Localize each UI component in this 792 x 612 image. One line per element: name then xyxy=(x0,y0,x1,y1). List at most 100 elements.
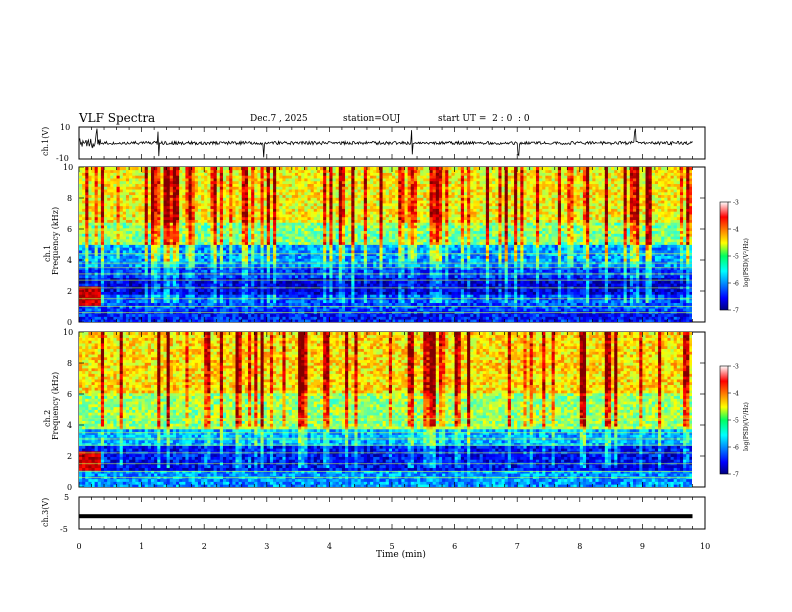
spectrogram-cell xyxy=(282,266,286,270)
spectrogram-cell xyxy=(335,183,340,187)
spectrogram-cell xyxy=(179,241,183,245)
spectrogram-cell xyxy=(125,227,130,232)
spectrogram-cell xyxy=(210,222,214,226)
spectrogram-cell xyxy=(141,205,146,209)
spectrogram-cell xyxy=(241,313,246,317)
spectrogram-cell xyxy=(169,208,174,212)
spectrogram-cell xyxy=(266,302,271,306)
spectrogram-cell xyxy=(97,277,102,281)
spectrogram-cell xyxy=(213,227,218,232)
spectrogram-cell xyxy=(135,313,139,317)
spectrogram-cell xyxy=(119,191,124,196)
spectrogram-cell xyxy=(316,200,321,204)
spectrogram-cell xyxy=(141,299,146,304)
spectrogram-cell xyxy=(313,291,318,295)
spectrogram-cell xyxy=(122,313,127,317)
spectrogram-cell xyxy=(104,261,108,265)
spectrogram-cell xyxy=(147,191,152,196)
spectrogram-cell xyxy=(310,252,315,256)
spectrogram-cell xyxy=(244,308,249,312)
spectrogram-cell xyxy=(222,227,227,232)
spectrogram-cell xyxy=(226,250,230,254)
spectrogram-cell xyxy=(100,202,105,207)
spectrogram-cell xyxy=(91,250,96,254)
spectrogram-cell xyxy=(169,180,174,185)
spectrogram-cell xyxy=(285,263,290,268)
spectrogram-cell xyxy=(263,250,268,254)
spectrogram-cell xyxy=(248,274,252,279)
spectrogram-cell xyxy=(263,167,268,171)
spectrogram-cell xyxy=(222,202,227,207)
spectrogram-cell xyxy=(288,214,293,218)
spectrogram-cell xyxy=(132,169,136,173)
spectrogram-cell xyxy=(129,313,133,317)
spectrogram-cell xyxy=(222,316,227,320)
spectrogram-cell xyxy=(194,261,199,265)
spectrogram-cell xyxy=(323,299,327,304)
spectrogram-cell xyxy=(260,216,265,220)
spectrogram-cell xyxy=(94,191,99,196)
spectrogram-cell xyxy=(113,175,117,179)
spectrogram-cell xyxy=(229,258,233,262)
spectrogram-cell xyxy=(194,269,199,273)
spectrogram-cell xyxy=(110,244,114,248)
spectrogram-cell xyxy=(310,266,315,270)
spectrogram-cell xyxy=(332,191,337,196)
spectrogram-cell xyxy=(144,266,149,270)
spectrogram-cell xyxy=(329,244,333,248)
spectrogram-cell xyxy=(135,319,139,322)
spectrogram-cell xyxy=(97,178,102,182)
spectrogram-cell xyxy=(251,319,255,322)
spectrogram-cell xyxy=(119,205,124,209)
spectrogram-cell xyxy=(194,252,199,256)
spectrogram-cell xyxy=(238,236,243,240)
spectrogram-cell xyxy=(172,180,177,185)
spectrogram-cell xyxy=(160,169,164,173)
spectrogram-cell xyxy=(207,238,211,243)
spectrogram-cell xyxy=(238,211,243,215)
spectrogram-cell xyxy=(244,302,249,306)
spectrogram-cell xyxy=(323,227,327,232)
spectrogram-cell xyxy=(85,299,89,304)
spectrogram-cell xyxy=(260,183,265,187)
spectrogram-cell xyxy=(301,208,305,212)
spectrogram-cell xyxy=(326,172,330,176)
spectrogram-cell xyxy=(144,269,149,273)
spectrogram-cell xyxy=(273,250,277,254)
spectrogram-cell xyxy=(241,205,246,209)
spectrogram-cell xyxy=(100,227,105,232)
spectrogram-cell xyxy=(279,189,283,193)
spectrogram-cell xyxy=(157,200,161,204)
spectrogram-cell xyxy=(110,202,114,207)
spectrogram-cell xyxy=(157,250,161,254)
spectrogram-cell xyxy=(116,197,121,201)
spectrogram-cell xyxy=(235,261,240,265)
spectrogram-cell xyxy=(235,183,240,187)
spectrogram-cell xyxy=(341,299,346,304)
spectrogram-cell xyxy=(341,197,346,201)
spectrogram-cell xyxy=(197,233,202,237)
spectrogram-cell xyxy=(279,277,283,281)
spectrogram-cell xyxy=(113,319,117,322)
spectrogram-cell xyxy=(313,200,318,204)
spectrogram-cell xyxy=(304,250,308,254)
spectrogram-cell xyxy=(154,183,158,187)
spectrogram-cell xyxy=(107,313,111,317)
spectrogram-cell xyxy=(238,277,243,281)
spectrogram-cell xyxy=(219,202,224,207)
spectrogram-cell xyxy=(191,238,196,243)
spectrogram-cell xyxy=(129,316,133,320)
spectrogram-cell xyxy=(329,214,333,218)
spectrogram-cell xyxy=(313,238,318,243)
spectrogram-cell xyxy=(182,277,186,281)
spectrogram-cell xyxy=(100,263,105,268)
spectrogram-cell xyxy=(188,247,193,251)
spectrogram-cell xyxy=(138,288,142,292)
spectrogram-cell xyxy=(210,294,214,298)
spectrogram-cell xyxy=(176,277,180,281)
spectrogram-cell xyxy=(100,169,105,173)
spectrogram-cell xyxy=(332,261,337,265)
spectrogram-cell xyxy=(282,236,286,240)
spectrogram-cell xyxy=(129,241,133,245)
spectrogram-cell xyxy=(94,189,99,193)
